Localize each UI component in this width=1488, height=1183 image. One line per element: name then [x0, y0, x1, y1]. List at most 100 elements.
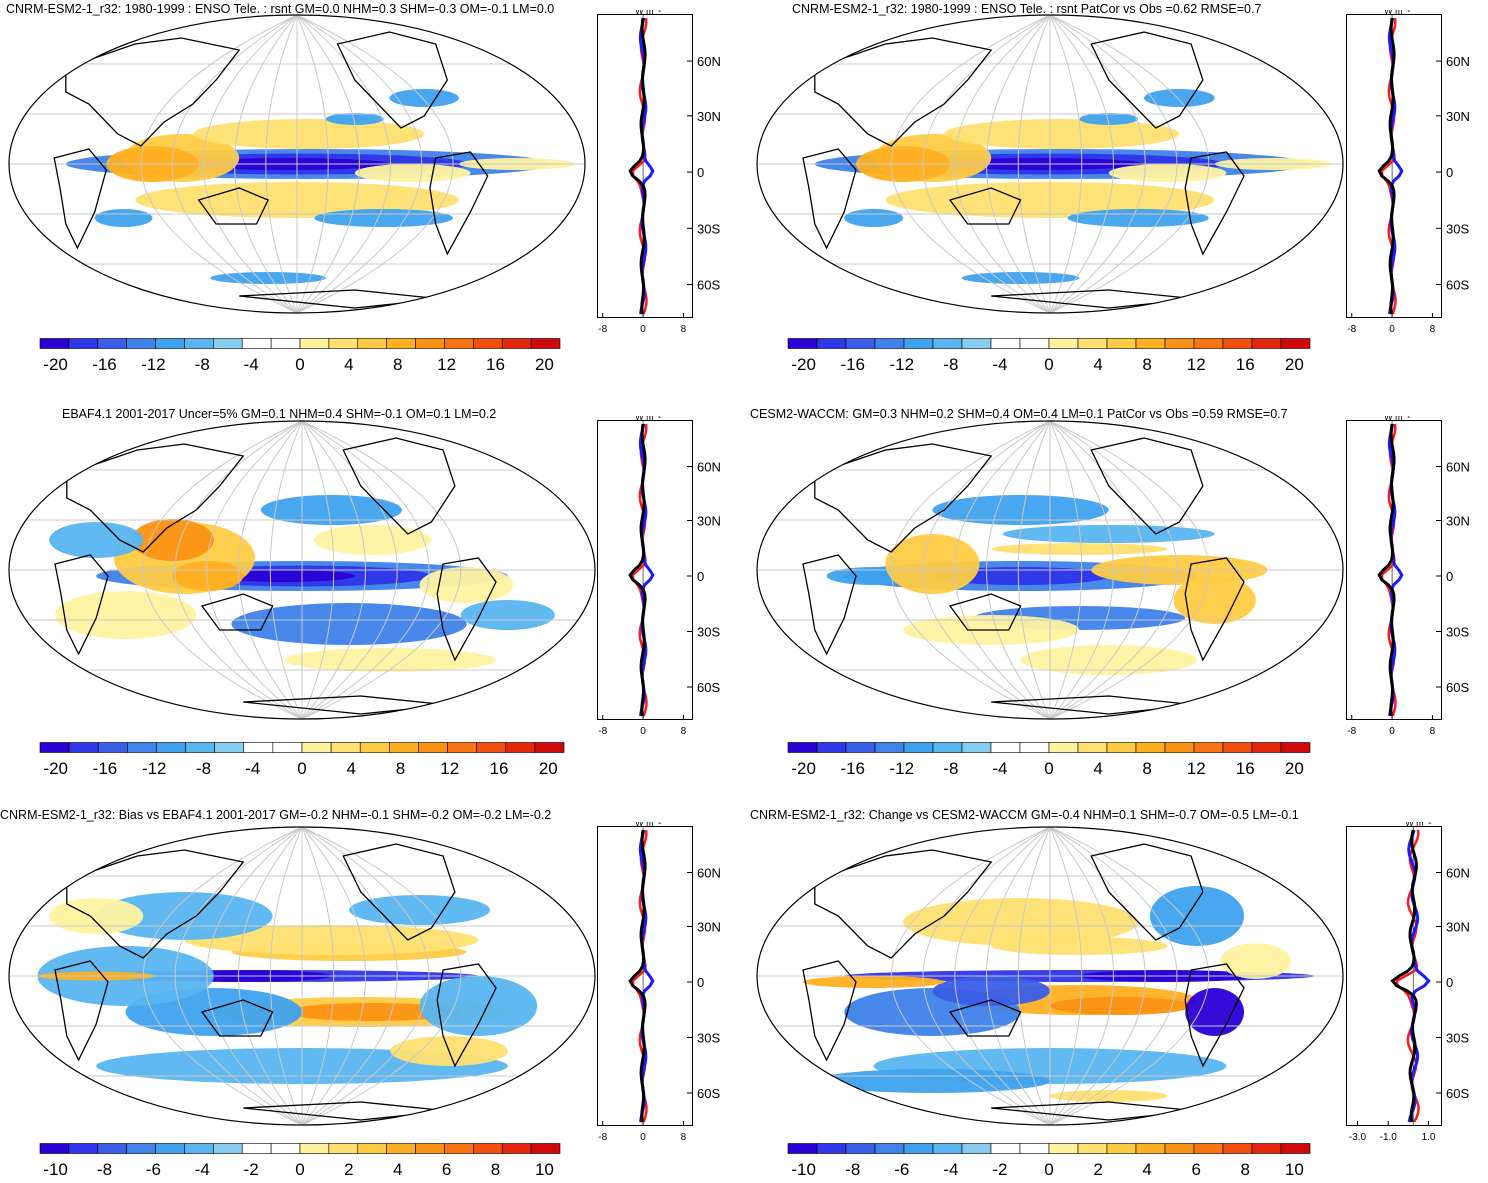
colorbar-swatch — [476, 742, 507, 753]
colorbar-swatch — [357, 338, 387, 349]
y-tick-label: 30N — [697, 920, 721, 935]
panel-title: CNRM-ESM2-1_r32: Bias vs EBAF4.1 2001-20… — [0, 808, 552, 822]
colorbar-swatch — [845, 742, 876, 753]
panel-title: CNRM-ESM2-1_r32: 1980-1999 : ENSO Tele. … — [6, 2, 555, 16]
colorbar-swatch — [1222, 742, 1253, 753]
colorbar: -20 -16 -12 -8 -4 0 4 8 12 16 20 — [787, 742, 1311, 778]
colorbar-label: -12 — [142, 759, 167, 778]
colorbar-swatch — [1048, 1143, 1079, 1154]
coastline — [54, 554, 109, 656]
longitude-line — [296, 15, 391, 313]
y-tick-label: 0 — [1446, 569, 1453, 584]
colorbar: -10 -8 -6 -4 -2 0 2 4 6 8 10 — [787, 1143, 1311, 1179]
x-tick-label: -1.0 — [1380, 1132, 1398, 1143]
colorbar-swatch — [530, 338, 561, 349]
longitude-line — [140, 15, 298, 313]
coastline — [429, 151, 489, 256]
profile-line-black — [1377, 17, 1396, 315]
colorbar-label: -8 — [195, 355, 210, 374]
coastline — [342, 437, 456, 535]
field-anomaly — [49, 522, 144, 558]
profile-unit: W m⁻² — [635, 822, 661, 828]
panel-title: CESM2-WACCM: GM=0.3 NHM=0.2 SHM=0.4 OM=0… — [750, 407, 1288, 421]
colorbar-swatch — [97, 338, 127, 349]
longitude-line — [203, 15, 298, 313]
colorbar-swatch — [787, 1143, 818, 1154]
field-anomaly — [1050, 1090, 1168, 1102]
colorbar-label: -16 — [93, 759, 118, 778]
colorbar-label: 8 — [1142, 355, 1151, 374]
colorbar-label: 8 — [396, 759, 405, 778]
colorbar-label: 12 — [1187, 759, 1206, 778]
coastline — [1184, 557, 1245, 662]
colorbar-label: 0 — [1044, 1160, 1053, 1179]
field-anomaly — [1144, 89, 1215, 107]
y-tick-label: 30S — [1446, 1031, 1469, 1046]
profile-frame — [1346, 14, 1442, 318]
field-anomaly — [313, 525, 432, 555]
colorbar-swatch — [1135, 338, 1166, 349]
longitude-line — [296, 15, 423, 313]
colorbar-swatch — [1106, 742, 1137, 753]
field-anomaly — [932, 976, 1050, 1006]
coastline — [65, 37, 241, 147]
colorbar-label: -4 — [195, 1160, 210, 1179]
longitude-line — [954, 827, 1051, 1125]
colorbar-swatch — [1135, 1143, 1166, 1154]
colorbar-swatch — [1164, 338, 1195, 349]
colorbar-swatch — [816, 338, 847, 349]
coastline — [1184, 151, 1245, 256]
profile-line-black — [1390, 829, 1418, 1123]
colorbar-label: -8 — [845, 1160, 860, 1179]
colorbar-label: -10 — [791, 1160, 816, 1179]
profile-unit: W m⁻² — [1384, 10, 1410, 16]
longitude-line — [890, 15, 1051, 313]
profile-frame — [597, 14, 693, 318]
colorbar-label: 2 — [344, 1160, 353, 1179]
field-anomaly — [1050, 997, 1192, 1015]
longitude-line — [986, 15, 1051, 313]
y-tick-label: 30N — [697, 514, 721, 529]
colorbar-swatch — [185, 742, 215, 753]
colorbar-swatch — [68, 742, 99, 753]
colorbar-swatch — [156, 742, 186, 753]
longitude-line — [1049, 15, 1178, 313]
colorbar-swatch — [1222, 1143, 1253, 1154]
colorbar-swatch — [530, 1143, 561, 1154]
longitude-line — [922, 15, 1051, 313]
x-tick-label: 8 — [1430, 726, 1436, 737]
x-tick-label: 0 — [1389, 726, 1395, 737]
x-tick-label: 8 — [681, 1132, 687, 1143]
colorbar-label: -4 — [244, 355, 259, 374]
colorbar-swatch — [97, 1143, 127, 1154]
y-tick-label: 60N — [697, 866, 721, 881]
field-anomaly — [1108, 164, 1227, 182]
y-tick-label: 60N — [697, 460, 721, 475]
longitude-line — [1049, 421, 1114, 719]
colorbar-label: 4 — [347, 759, 356, 778]
profile-line-black — [1377, 423, 1396, 717]
colorbar-swatch — [127, 742, 157, 753]
coastline — [342, 843, 456, 941]
colorbar: -20 -16 -12 -8 -4 0 4 8 12 16 20 — [787, 338, 1311, 374]
field-anomaly — [844, 209, 903, 227]
coastline — [436, 557, 497, 662]
longitude-line — [1049, 421, 1210, 719]
colorbar-label: 20 — [1285, 355, 1304, 374]
longitude-line — [142, 421, 303, 719]
colorbar-label: -8 — [196, 759, 211, 778]
colorbar-swatch — [241, 338, 272, 349]
zonal-mean-profile: W m⁻² 60N 30N 0 30S 60S -8 0 8 — [597, 822, 721, 1143]
colorbar-label: -2 — [992, 1160, 1007, 1179]
longitude-line — [1017, 15, 1051, 313]
world-map — [8, 826, 596, 1126]
colorbar-swatch — [270, 1143, 301, 1154]
y-tick-label: 0 — [697, 569, 704, 584]
coastline — [54, 960, 109, 1062]
field-anomaly — [932, 495, 1109, 525]
longitude-line — [922, 421, 1051, 719]
longitude-line — [1017, 421, 1051, 719]
colorbar-label: 20 — [539, 759, 558, 778]
colorbar-swatch — [1251, 338, 1282, 349]
colorbar-swatch — [1077, 338, 1108, 349]
